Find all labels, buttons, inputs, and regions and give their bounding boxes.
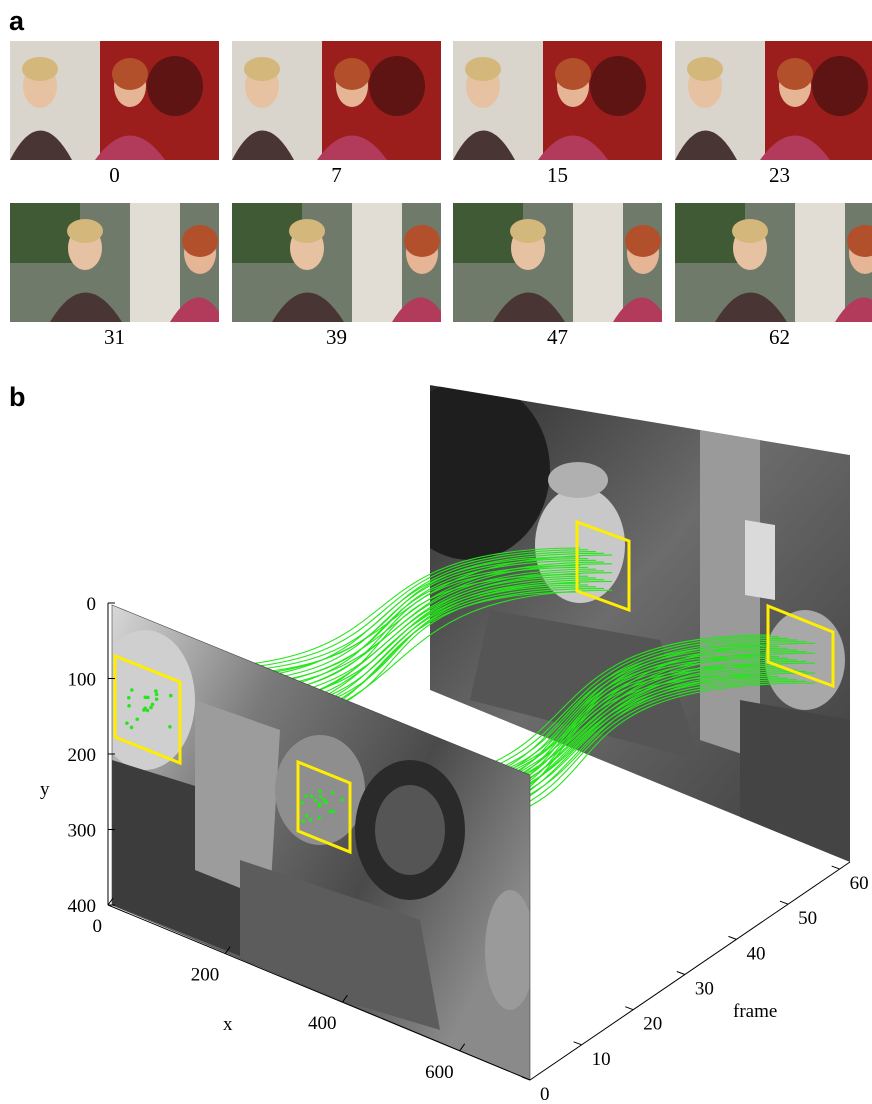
feature-point: [126, 695, 131, 700]
video-frame-thumbnail: [675, 203, 872, 322]
back-face-box-left: [575, 519, 631, 613]
feature-point: [313, 798, 318, 803]
feature-point: [318, 794, 323, 799]
feature-point: [127, 703, 131, 708]
tick-label: 10: [592, 1049, 611, 1070]
feature-point: [304, 794, 308, 798]
feature-point: [308, 818, 313, 822]
tick-mark: [625, 1006, 634, 1011]
feature-point: [317, 816, 322, 820]
back-video-frame: [430, 385, 850, 862]
tick-mark: [224, 946, 231, 954]
tick-label: 100: [68, 670, 97, 691]
panel-a-label: a: [9, 6, 25, 36]
feature-point: [130, 688, 134, 692]
feature-track: [179, 547, 581, 669]
feature-point: [331, 809, 336, 814]
feature-point: [143, 695, 148, 700]
front-face-box-left: [113, 653, 182, 766]
feature-point: [150, 702, 155, 707]
frame-number-label: 31: [104, 325, 125, 349]
x-axis-label: x: [223, 1014, 233, 1035]
video-frame-thumbnail: [232, 203, 441, 322]
tick-label: 20: [643, 1014, 662, 1035]
frame-number-label: 62: [769, 325, 790, 349]
tick-label: 0: [93, 916, 103, 937]
feature-point: [318, 802, 322, 806]
tick-label: 400: [308, 1013, 337, 1034]
frame-number-label: 7: [331, 163, 342, 187]
feature-point: [301, 819, 306, 824]
feature-point: [328, 809, 332, 814]
tick-label: 200: [191, 965, 220, 986]
tick-mark: [779, 900, 789, 905]
feature-point: [146, 695, 150, 700]
tick-mark: [728, 935, 737, 940]
tick-label: 0: [540, 1084, 550, 1104]
y-axis-label: y: [40, 779, 50, 800]
tick-mark: [342, 994, 348, 1003]
tick-mark: [831, 865, 840, 870]
video-frame-thumbnail: [675, 41, 872, 160]
feature-point: [125, 721, 129, 725]
front-video-frame: [111, 604, 531, 1081]
feature-point: [129, 725, 134, 730]
back-face-box-right: [766, 603, 835, 689]
feature-point: [145, 708, 150, 713]
feature-point: [330, 790, 335, 795]
tick-label: 60: [850, 873, 869, 894]
face-box-shape: [575, 519, 631, 613]
tick-label: 30: [695, 979, 714, 1000]
tick-mark: [459, 1043, 466, 1052]
frame-number-label: 39: [326, 325, 347, 349]
panel-b-label: b: [9, 382, 26, 412]
feature-point: [318, 789, 322, 794]
tick-label: 400: [68, 896, 97, 917]
frame-number-label: 47: [547, 325, 568, 349]
tick-mark: [521, 1076, 531, 1081]
tick-mark: [107, 897, 114, 906]
frame-number-label: 15: [547, 163, 568, 187]
frame-axis-line: [529, 861, 851, 1081]
front-face-box-right: [296, 759, 352, 855]
feature-point: [300, 801, 304, 805]
feature-point: [168, 693, 173, 698]
video-frame-thumbnail: [453, 41, 662, 160]
feature-point: [324, 800, 329, 805]
video-frame-thumbnail: [453, 203, 662, 322]
tick-label: 200: [68, 745, 97, 766]
feature-point: [154, 692, 159, 697]
feature-track: [179, 552, 605, 677]
tick-label: 300: [68, 821, 97, 842]
feature-point: [154, 697, 159, 702]
feature-track: [179, 549, 589, 672]
feature-point: [135, 717, 140, 722]
feature-point: [142, 708, 146, 712]
tick-label: 0: [87, 594, 97, 615]
feature-point: [168, 724, 172, 729]
tick-mark: [676, 971, 686, 975]
feature-point: [154, 689, 158, 693]
frame-axis-label: frame: [733, 1001, 777, 1022]
feature-point: [149, 705, 153, 710]
frame-number-label: 23: [769, 163, 790, 187]
video-frame-thumbnail: [10, 41, 219, 160]
frame-number-label: 0: [109, 163, 120, 187]
feature-point: [304, 814, 309, 818]
feature-point: [340, 797, 344, 802]
tick-mark: [573, 1041, 582, 1046]
tick-label: 600: [425, 1062, 454, 1083]
tick-label: 40: [746, 943, 765, 964]
feature-point: [322, 798, 326, 802]
tick-label: 50: [798, 908, 817, 929]
video-frame-thumbnail: [232, 41, 441, 160]
feature-points: [125, 688, 344, 824]
video-frame-thumbnail: [10, 203, 219, 322]
feature-point: [309, 794, 314, 799]
